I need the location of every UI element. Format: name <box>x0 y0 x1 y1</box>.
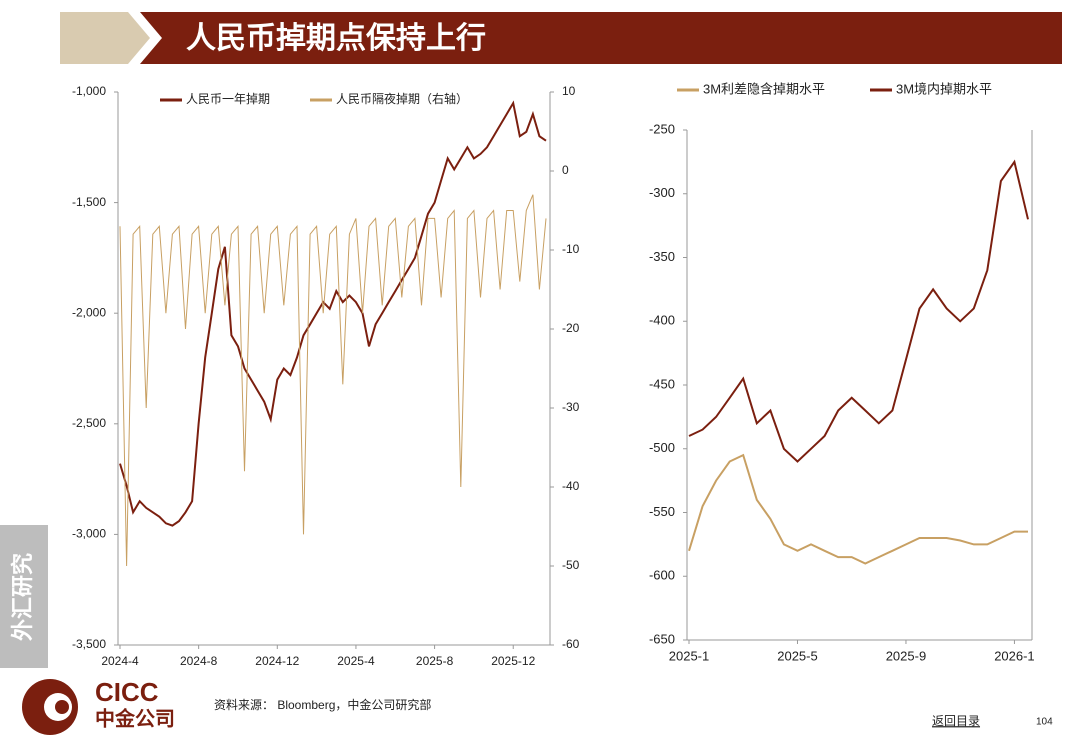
y-tick-label: -350 <box>649 249 675 264</box>
y-tick-label: -2,000 <box>72 305 106 319</box>
y-tick-label: -500 <box>649 440 675 455</box>
y2-tick-label: 0 <box>562 163 569 177</box>
x-tick-label: 2024-12 <box>255 654 299 668</box>
side-tab <box>0 525 48 668</box>
legend-label: 3M利差隐含掉期水平 <box>703 81 825 96</box>
chevron <box>60 12 150 64</box>
y-tick-label: -550 <box>649 504 675 519</box>
x-tick-label: 2026-1 <box>994 648 1034 663</box>
logo-cn: 中金公司 <box>95 706 175 730</box>
y-tick-label: -450 <box>649 376 675 391</box>
y2-tick-label: -20 <box>562 321 580 335</box>
y-tick-label: -250 <box>649 121 675 136</box>
x-tick-label: 2025-9 <box>886 648 926 663</box>
series-line <box>119 194 547 567</box>
logo-dot <box>55 700 69 714</box>
y2-tick-label: -40 <box>562 479 580 493</box>
legend-label: 3M境内掉期水平 <box>896 81 992 96</box>
source: 资料来源： Bloomberg，中金公司研究部 <box>214 697 431 712</box>
y2-tick-label: -60 <box>562 637 580 651</box>
x-tick-label: 2025-1 <box>669 648 709 663</box>
y-tick-label: -3,000 <box>72 527 106 541</box>
x-tick-label: 2025-4 <box>337 654 375 668</box>
x-tick-label: 2024-8 <box>180 654 218 668</box>
y-tick-label: -300 <box>649 185 675 200</box>
y-tick-label: -2,500 <box>72 416 106 430</box>
x-tick-label: 2025-8 <box>416 654 454 668</box>
y2-tick-label: -30 <box>562 400 580 414</box>
y-tick-label: -1,500 <box>72 195 106 209</box>
y-tick-label: -1,000 <box>72 84 106 98</box>
y2-tick-label: -10 <box>562 242 580 256</box>
y2-tick-label: -50 <box>562 558 580 572</box>
title: 人民币掉期点保持上行 <box>186 22 486 55</box>
x-tick-label: 2024-4 <box>101 654 139 668</box>
x-tick-label: 2025-5 <box>777 648 817 663</box>
legend-label: 人民币一年掉期 <box>186 92 270 106</box>
series-line <box>688 453 1028 565</box>
x-tick-label: 2025-12 <box>491 654 535 668</box>
y-tick-label: -650 <box>649 631 675 646</box>
logo-en: CICC <box>95 677 159 707</box>
series-line <box>119 100 547 527</box>
y-tick-label: -400 <box>649 313 675 328</box>
header-band <box>140 12 1062 64</box>
legend-label: 人民币隔夜掉期（右轴） <box>336 91 468 106</box>
back-link[interactable]: 返回目录 <box>932 714 980 728</box>
y-tick-label: -3,500 <box>72 637 106 651</box>
page-number: 104 <box>1036 717 1053 728</box>
y-tick-label: -600 <box>649 568 675 583</box>
side-tab-label: 外汇研究 <box>10 553 35 641</box>
series-line <box>688 159 1029 463</box>
y2-tick-label: 10 <box>562 84 576 98</box>
